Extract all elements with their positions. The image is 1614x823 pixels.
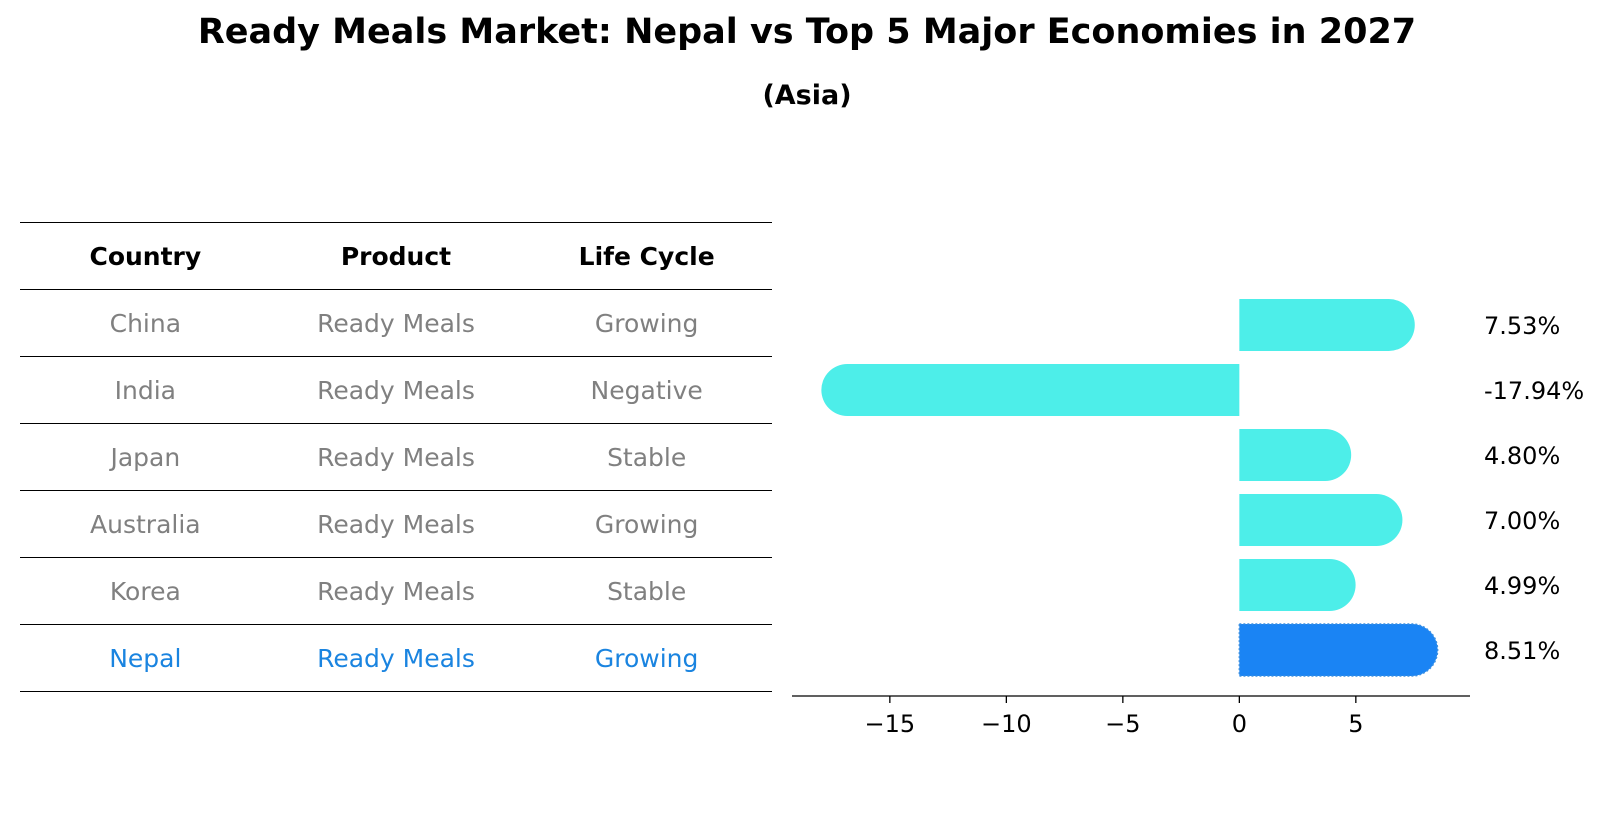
bar-india — [821, 364, 1240, 416]
value-label-india: -17.94% — [1484, 377, 1584, 405]
table-row: India Ready Meals Negative — [20, 356, 772, 424]
header-country: Country — [20, 222, 271, 290]
table-row: Korea Ready Meals Stable — [20, 557, 772, 625]
life-cycle-table-container: Country Product Life Cycle China Ready M… — [20, 222, 772, 692]
x-tick-label: 0 — [1232, 710, 1247, 738]
cell-life-cycle: Stable — [521, 557, 772, 625]
cell-country: India — [20, 356, 271, 424]
cell-country: Nepal — [20, 624, 271, 692]
x-tick-label: −15 — [865, 710, 916, 738]
cell-country: China — [20, 289, 271, 357]
table-header-row: Country Product Life Cycle — [20, 222, 772, 290]
bar-china — [1239, 299, 1415, 351]
table-row: Japan Ready Meals Stable — [20, 423, 772, 491]
cell-product: Ready Meals — [270, 356, 522, 424]
cell-life-cycle: Growing — [521, 289, 772, 357]
x-tick-label: −10 — [981, 710, 1032, 738]
growth-bar-chart: 7.53% -17.94% 4.80% 7.00% 4.99% 8.51% −15 −10 −5… — [792, 299, 1584, 738]
value-label-australia: 7.00% — [1484, 507, 1560, 535]
header-product: Product — [270, 222, 522, 290]
life-cycle-table: Country Product Life Cycle China Ready M… — [20, 222, 772, 692]
x-tick-label: 5 — [1348, 710, 1363, 738]
cell-country: Korea — [20, 557, 271, 625]
cell-country: Japan — [20, 423, 271, 491]
cell-life-cycle: Negative — [521, 356, 772, 424]
cell-product: Ready Meals — [270, 624, 522, 692]
header-life-cycle: Life Cycle — [521, 222, 772, 290]
cell-product: Ready Meals — [270, 490, 522, 558]
bar-australia — [1239, 494, 1403, 546]
bar-korea — [1239, 559, 1356, 611]
cell-life-cycle: Growing — [521, 490, 772, 558]
cell-product: Ready Meals — [270, 289, 522, 357]
table-row: Australia Ready Meals Growing — [20, 490, 772, 558]
value-label-nepal: 8.51% — [1484, 637, 1560, 665]
bar-nepal — [1238, 623, 1439, 677]
chart-subtitle: (Asia) — [762, 80, 852, 111]
cell-product: Ready Meals — [270, 423, 522, 491]
value-label-china: 7.53% — [1484, 312, 1560, 340]
cell-country: Australia — [20, 490, 271, 558]
cell-life-cycle: Growing — [521, 624, 772, 692]
cell-life-cycle: Stable — [521, 423, 772, 491]
value-label-korea: 4.99% — [1484, 572, 1560, 600]
table-row-highlighted: Nepal Ready Meals Growing — [20, 624, 772, 692]
bar-japan — [1239, 429, 1352, 481]
chart-title: Ready Meals Market: Nepal vs Top 5 Major… — [197, 12, 1417, 52]
cell-product: Ready Meals — [270, 557, 522, 625]
value-label-japan: 4.80% — [1484, 442, 1560, 470]
x-tick-label: −5 — [1105, 710, 1140, 738]
table-row: China Ready Meals Growing — [20, 289, 772, 357]
